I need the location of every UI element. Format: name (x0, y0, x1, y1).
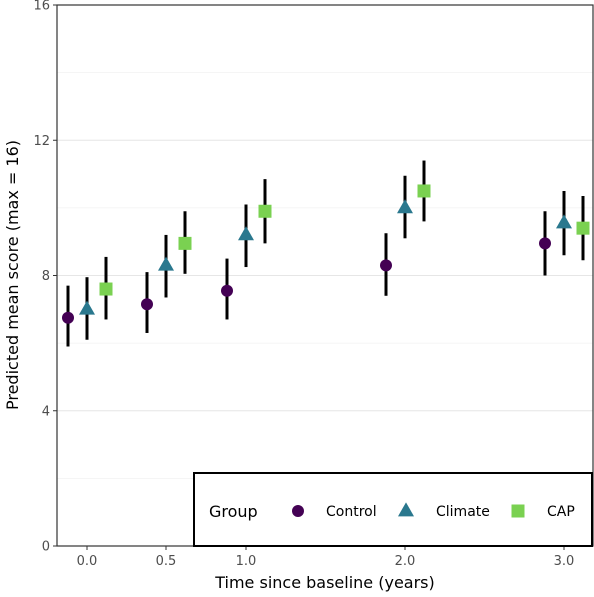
x-tick-label: 2.0 (395, 554, 416, 569)
point-cap (417, 184, 431, 198)
x-tick-label: 0.5 (156, 554, 177, 569)
legend-key-cap (511, 504, 525, 518)
point-cap (258, 204, 272, 218)
point-cap (99, 282, 113, 296)
point-cap (576, 221, 590, 235)
x-tick-label: 3.0 (554, 554, 575, 569)
y-tick-label: 12 (33, 134, 50, 149)
legend: Group Control Climate CAP (193, 472, 593, 547)
y-tick-label: 4 (42, 404, 50, 419)
point-climate (158, 256, 174, 271)
x-tick-label: 0.0 (77, 554, 98, 569)
point-control (141, 298, 153, 311)
legend-label-climate: Climate (436, 504, 490, 520)
point-control (62, 311, 74, 324)
legend-title: Group (209, 502, 258, 521)
legend-items: Control Climate CAP (292, 502, 575, 520)
point-climate (556, 214, 572, 229)
y-axis: 0 4 8 12 16 (33, 0, 57, 555)
x-axis: 0.0 0.5 1.0 2.0 3.0 (77, 546, 575, 569)
legend-label-control: Control (326, 504, 377, 520)
y-tick-label: 0 (42, 540, 50, 555)
x-tick-label: 1.0 (236, 554, 257, 569)
point-control (380, 259, 392, 272)
point-climate (238, 226, 254, 241)
point-control (539, 237, 551, 250)
legend-box (193, 472, 593, 547)
y-axis-title: Predicted mean score (max = 16) (3, 140, 22, 410)
data-marks (62, 160, 590, 347)
legend-key-control (292, 505, 304, 517)
point-control (221, 284, 233, 297)
legend-key-climate (398, 502, 414, 517)
point-cap (178, 236, 192, 250)
point-climate (397, 199, 413, 214)
legend-label-cap: CAP (547, 504, 575, 520)
y-tick-label: 16 (33, 0, 50, 14)
x-axis-title: Time since baseline (years) (214, 573, 435, 592)
y-tick-label: 8 (42, 269, 50, 284)
point-climate (79, 300, 95, 315)
grid (57, 4, 593, 547)
